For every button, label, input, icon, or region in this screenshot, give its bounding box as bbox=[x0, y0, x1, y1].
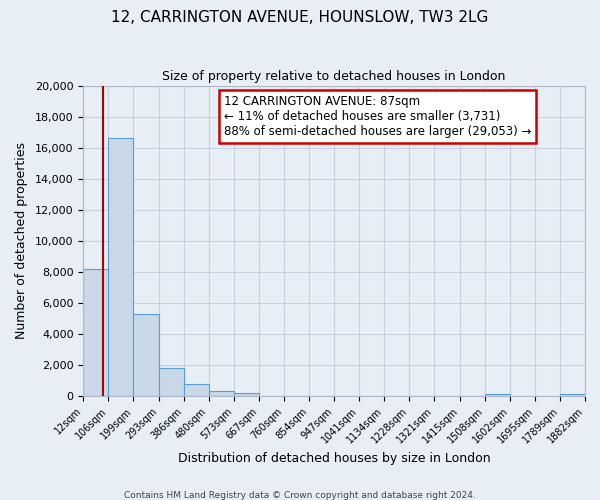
Bar bbox=[209, 392, 234, 396]
Bar bbox=[560, 394, 585, 396]
Y-axis label: Number of detached properties: Number of detached properties bbox=[15, 142, 28, 340]
Bar bbox=[133, 314, 158, 396]
Text: 12 CARRINGTON AVENUE: 87sqm
← 11% of detached houses are smaller (3,731)
88% of : 12 CARRINGTON AVENUE: 87sqm ← 11% of det… bbox=[224, 95, 531, 138]
Bar bbox=[234, 393, 259, 396]
Bar bbox=[158, 368, 184, 396]
Bar bbox=[83, 269, 109, 396]
Bar bbox=[109, 138, 133, 396]
X-axis label: Distribution of detached houses by size in London: Distribution of detached houses by size … bbox=[178, 452, 490, 465]
Text: 12, CARRINGTON AVENUE, HOUNSLOW, TW3 2LG: 12, CARRINGTON AVENUE, HOUNSLOW, TW3 2LG bbox=[112, 10, 488, 25]
Bar bbox=[485, 394, 510, 396]
Text: Contains HM Land Registry data © Crown copyright and database right 2024.: Contains HM Land Registry data © Crown c… bbox=[124, 490, 476, 500]
Title: Size of property relative to detached houses in London: Size of property relative to detached ho… bbox=[163, 70, 506, 83]
Bar bbox=[184, 384, 209, 396]
